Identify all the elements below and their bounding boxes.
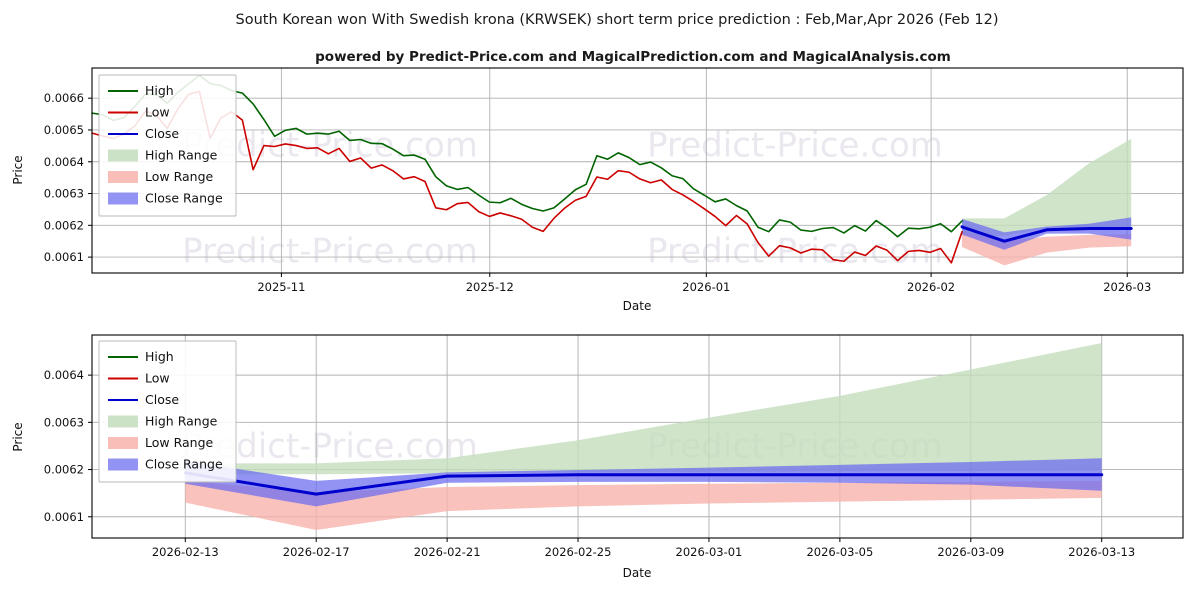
bottom-chart-y-axis-title: Price [11, 422, 25, 451]
legend-label-low-range: Low Range [145, 169, 214, 184]
x-tick-label: 2026-02-21 [414, 545, 481, 559]
legend-swatch-high-range [108, 416, 138, 428]
y-tick-label: 0.0065 [44, 123, 84, 137]
top-chart-y-axis-title: Price [11, 155, 25, 184]
legend-label-high-range: High Range [145, 148, 218, 163]
x-tick-label: 2025-12 [466, 280, 514, 294]
legend-label-high: High [145, 349, 174, 364]
x-tick-label: 2026-02-17 [283, 545, 350, 559]
bottom-chart-legend: High Low Close High Range Low Range Close Ran… [99, 341, 236, 482]
bottom-chart-x-axis-title: Date [623, 566, 652, 580]
y-tick-label: 0.0061 [44, 510, 84, 524]
top-chart-x-axis-title: Date [623, 299, 652, 313]
legend-label-low-range: Low Range [145, 435, 214, 450]
legend-swatch-low-range [108, 171, 138, 183]
x-tick-label: 2025-11 [257, 280, 305, 294]
x-tick-label: 2026-02-13 [152, 545, 219, 559]
x-tick-label: 2026-03-09 [937, 545, 1004, 559]
top-chart-legend: High Low Close High Range Low Range Close Ran… [99, 75, 236, 216]
x-tick-label: 2026-02-25 [545, 545, 612, 559]
watermark-text: Predict-Price.com [647, 126, 943, 166]
y-tick-label: 0.0063 [44, 415, 84, 429]
watermark-text: Predict-Price.com [182, 232, 478, 272]
y-tick-label: 0.0064 [44, 155, 84, 169]
legend-label-close-range: Close Range [145, 191, 223, 206]
y-tick-label: 0.0062 [44, 218, 84, 232]
legend-swatch-close-range [108, 193, 138, 205]
page-subtitle: powered by Predict-Price.com and Magical… [315, 49, 951, 65]
legend-label-close: Close [145, 126, 179, 141]
legend-label-close: Close [145, 392, 179, 407]
legend-label-high: High [145, 83, 174, 98]
legend-label-close-range: Close Range [145, 457, 223, 472]
legend-label-low: Low [145, 105, 170, 120]
page-title: South Korean won With Swedish krona (KRW… [236, 12, 999, 28]
watermark-text: Predict-Price.com [647, 232, 943, 272]
y-tick-label: 0.0062 [44, 463, 84, 477]
x-tick-label: 2026-03-01 [676, 545, 743, 559]
legend-swatch-high-range [108, 150, 138, 162]
x-tick-label: 2026-02 [907, 280, 955, 294]
y-tick-label: 0.0063 [44, 187, 84, 201]
x-tick-label: 2026-01 [682, 280, 730, 294]
legend-swatch-low-range [108, 437, 138, 449]
y-tick-label: 0.0061 [44, 250, 84, 264]
legend-label-low: Low [145, 371, 170, 386]
y-tick-label: 0.0066 [44, 91, 84, 105]
price-prediction-figure: South Korean won With Swedish krona (KRW… [0, 0, 1200, 600]
x-tick-label: 2026-03 [1103, 280, 1151, 294]
y-tick-label: 0.0064 [44, 368, 84, 382]
legend-swatch-close-range [108, 459, 138, 471]
x-tick-label: 2026-03-05 [806, 545, 873, 559]
legend-label-high-range: High Range [145, 414, 218, 429]
x-tick-label: 2026-03-13 [1068, 545, 1135, 559]
